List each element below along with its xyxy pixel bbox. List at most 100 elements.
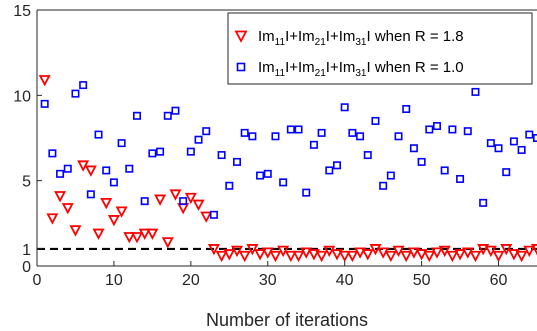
y-tick-label: 0 [22,259,31,276]
series-2-square-marker [309,140,318,149]
series-1-triangle-marker [469,250,482,263]
series-2-square-marker [109,178,118,187]
series-2-square-marker [40,99,49,108]
series-2-square-marker [494,144,503,153]
series-2-square-marker [225,181,234,190]
y-tick-label: 15 [13,3,31,20]
series-2-square-marker [148,149,157,158]
series-1-triangle-marker [515,250,528,263]
series-1-triangle-marker [523,245,536,258]
series-2-square-marker [379,181,388,190]
legend-subscript: 11 [275,68,286,79]
series-1-triangle-marker [377,247,390,259]
series-2-square-marker [133,111,142,120]
series-2-square-marker [509,137,518,146]
series-2-square-marker [248,132,257,141]
legend-text-part: Im [258,59,275,76]
series-1-triangle-marker [61,203,74,215]
series-2-square-marker [448,125,457,134]
series-2-square-marker [56,169,65,178]
series-2-square-marker [217,151,226,160]
series-1-triangle-marker [254,249,267,261]
series-2-square-marker [79,81,88,90]
series-2-square-marker [340,103,349,112]
series-1-triangle-marker [146,228,159,240]
series-1-triangle-marker [207,244,220,256]
series-2-square-marker [279,178,288,187]
series-1-triangle-marker [161,237,174,249]
series-1-triangle-marker [531,244,537,256]
series-2-square-marker [209,210,218,219]
series-1-triangle-marker [446,250,459,263]
legend-label-series-1: Im11I+Im21I+Im31I when R = 1.8 [258,28,464,48]
x-tick-label: 20 [182,272,200,289]
series-2-square-marker [202,127,211,136]
series-1-triangle-marker [92,228,105,240]
series-1-triangle-marker [69,225,82,237]
x-tick-label: 30 [259,272,277,289]
series-1-triangle-marker [269,250,282,263]
legend-text-part: Im [258,28,275,45]
x-tick-label: 50 [413,272,431,289]
series-2-square-marker [432,122,441,131]
series-2-square-marker [525,130,534,139]
series-1-triangle-marker [292,250,305,263]
series-1-triangle-marker [138,228,151,240]
legend-subscript: 21 [315,68,327,79]
series-2-square-marker [233,157,242,166]
series-2-square-marker [186,147,195,156]
series-1-triangle-marker [492,250,505,263]
series-2-square-marker [363,151,372,160]
series-1-triangle-marker [100,197,113,210]
series-2-square-marker [156,147,165,156]
legend-text-part: I+Im [326,59,356,76]
series-2-square-marker [263,169,272,178]
series-2-square-marker [94,130,103,139]
series-2-square-marker [171,106,180,115]
series-1-triangle-marker [261,247,274,259]
y-tick-label: 10 [13,88,31,105]
legend-subscript: 11 [275,37,286,48]
series-2-square-marker [486,139,495,148]
series-1-triangle-marker [369,244,382,256]
series-2-square-marker [356,132,365,141]
series-2-square-marker [325,166,334,175]
series-2-square-marker [386,171,395,180]
series-1-triangle-marker [400,250,413,263]
series-1-triangle-marker [223,249,236,261]
series-1-triangle-marker [107,215,120,227]
legend-subscript: 21 [315,37,327,48]
series-2-square-marker [479,198,488,207]
series-1-triangle-marker [331,249,343,261]
series-2-square-marker [179,197,188,206]
series-2-square-marker [294,125,303,134]
x-tick-label: 10 [105,272,123,289]
series-2-square-marker [517,145,526,154]
series-2-square-marker [256,171,265,180]
series-1-triangle-marker [354,247,367,259]
legend-text-part: I+Im [326,28,356,45]
series-2-square-marker [86,190,95,199]
series-1-triangle-marker [115,206,128,218]
x-tick-label: 60 [490,272,508,289]
series-1-triangle-marker [423,250,436,263]
legend-subscript: 31 [355,68,367,79]
legend-text-part: I when R = 1.0 [367,59,464,76]
series-1-triangle-marker [284,250,297,263]
series-1-triangle-marker [338,250,351,263]
series-1-triangle-marker [431,247,443,259]
series-2-square-marker [102,166,111,175]
data-marks-layer [38,75,537,263]
series-1-triangle-marker [507,249,520,261]
series-1-triangle-marker [38,75,51,87]
series-2-square-marker [394,132,403,141]
series-2-square-marker [48,149,57,158]
legend-text-part: I+Im [285,59,315,76]
series-1-triangle-marker [238,250,251,263]
series-2-square-marker [440,166,449,175]
series-1-triangle-marker [192,199,205,211]
legend-square-marker [236,62,246,72]
legend-subscript: 31 [355,37,367,48]
series-1-triangle-marker [184,192,197,205]
